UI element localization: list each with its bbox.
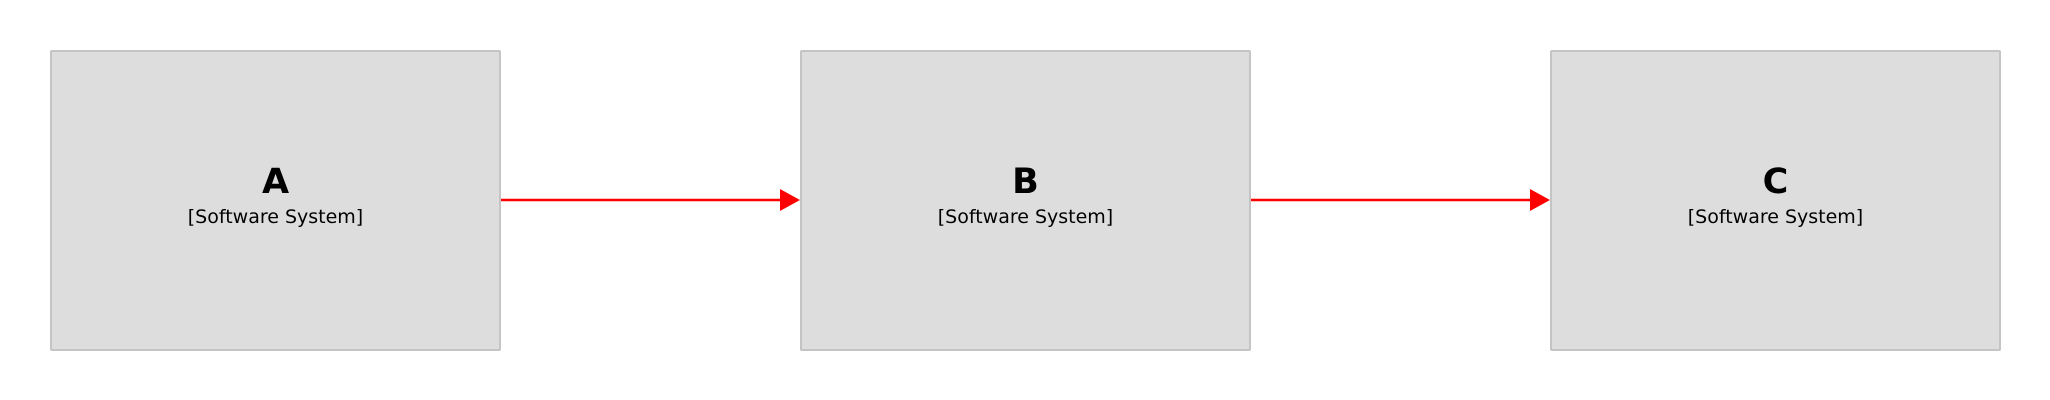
relationship-a-to-b[interactable]	[501, 189, 800, 211]
arrowhead-icon	[1530, 189, 1550, 211]
element-name: B	[1012, 162, 1039, 202]
element-name: A	[261, 162, 290, 202]
element-type: [Software System]	[1687, 206, 1864, 228]
element-name: C	[1762, 162, 1789, 202]
element-type: [Software System]	[937, 206, 1114, 228]
arrowhead-icon	[780, 189, 800, 211]
software-system-b[interactable]: B [Software System]	[800, 50, 1251, 351]
element-type: [Software System]	[187, 206, 364, 228]
software-system-a[interactable]: A [Software System]	[50, 50, 501, 351]
software-system-c[interactable]: C [Software System]	[1550, 50, 2001, 351]
relationship-b-to-c[interactable]	[1251, 189, 1550, 211]
